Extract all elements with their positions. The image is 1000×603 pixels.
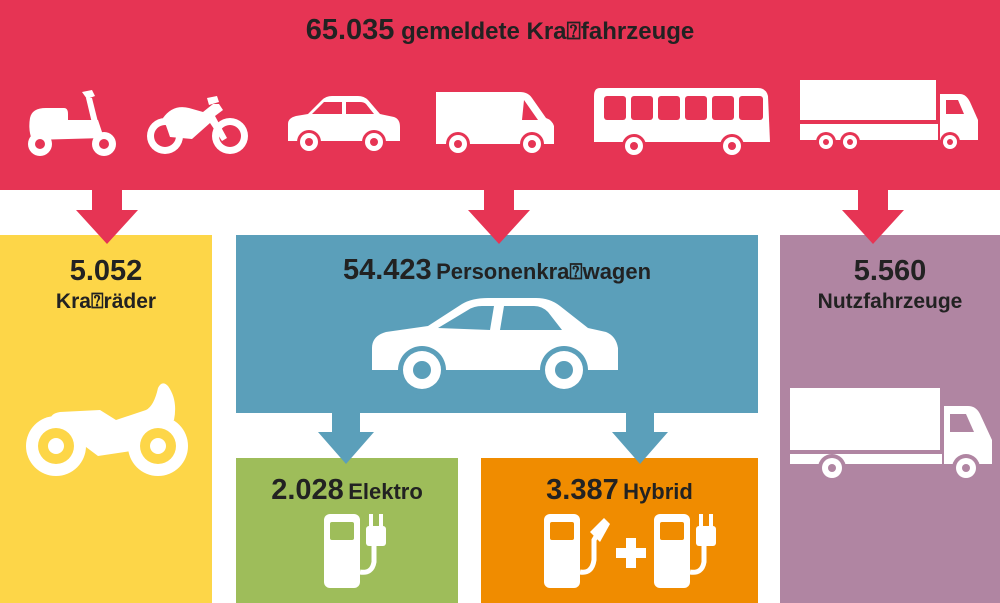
arrow-down-icon — [318, 410, 374, 464]
arrow-down-icon — [468, 186, 530, 244]
total-heading: 65.035 gemeldete Kra⍰fahrzeuge — [0, 14, 1000, 48]
motorcycles-value: 5.052 — [69, 255, 143, 287]
plus-icon — [616, 538, 646, 568]
arrow-down-icon — [842, 186, 904, 244]
hybrid-label: Hybrid — [623, 479, 693, 504]
cars-value: 54.423 — [342, 254, 432, 286]
truck-trailer-icon — [800, 80, 978, 152]
total-label: gemeldete Kra⍰fahrzeuge — [401, 18, 695, 45]
motorbike-icon — [147, 96, 248, 154]
electric-label: Elektro — [348, 479, 423, 504]
electric-value: 2.028 — [271, 474, 344, 506]
motorcycle-icon — [26, 383, 188, 476]
bus-icon — [594, 88, 770, 158]
arrow-down-icon — [612, 410, 668, 464]
motorcycles-label: Kra⍰räder — [55, 290, 157, 313]
total-value: 65.035 — [305, 14, 395, 46]
charging-station-plug-icon — [654, 514, 716, 588]
box-truck-icon — [790, 388, 992, 482]
cars-label: Personenkra⍰wagen — [436, 259, 652, 284]
commercial-label: Nutzfahrzeuge — [817, 290, 963, 313]
hybrid-value: 3.387 — [546, 474, 619, 506]
arrow-down-icon — [76, 186, 138, 244]
fuel-pump-icon — [544, 514, 610, 588]
van-icon — [436, 92, 554, 156]
charging-station-plug-icon — [324, 514, 386, 588]
electric-heading: 2.028 Elektro — [236, 474, 458, 507]
hybrid-heading: 3.387 Hybrid — [481, 474, 758, 507]
car-icon — [372, 298, 618, 394]
scooter-icon — [28, 90, 116, 156]
sedan-icon — [288, 96, 400, 154]
commercial-value: 5.560 — [853, 255, 927, 287]
cars-heading: 54.423 Personenkra⍰wagen — [236, 254, 758, 287]
